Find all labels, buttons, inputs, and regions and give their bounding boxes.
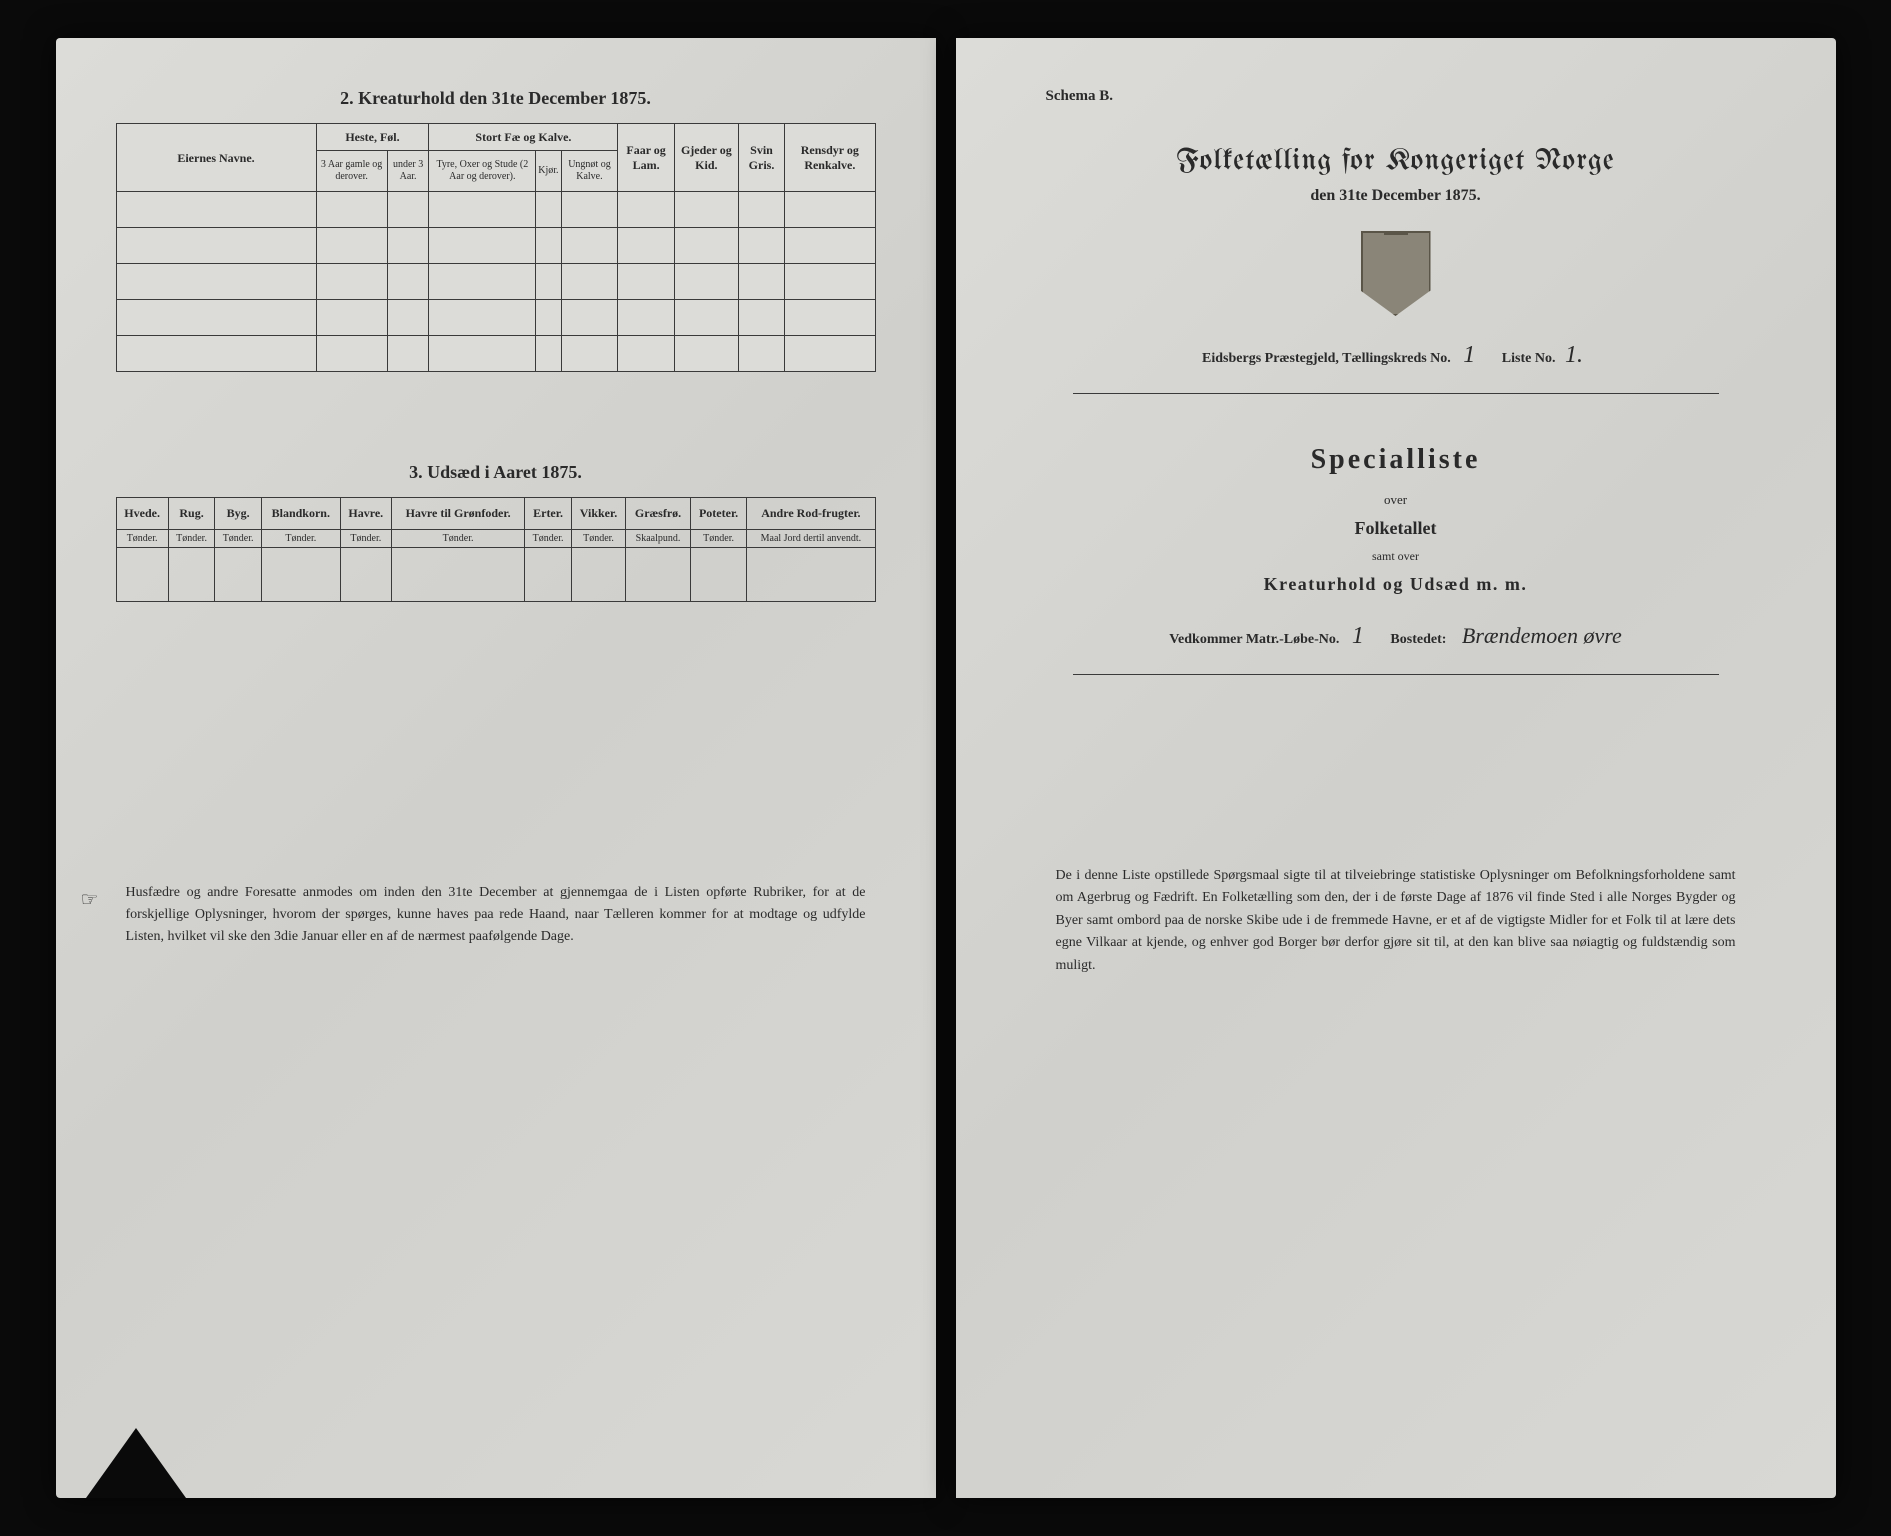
section2-heading: 2. Kreaturhold den 31te December 1875. [116, 88, 876, 109]
seed-col: Havre til Grønfoder. [391, 498, 524, 530]
main-subtitle: den 31te December 1875. [1016, 187, 1776, 205]
book-spread: 2. Kreaturhold den 31te December 1875. E… [56, 38, 1836, 1498]
seed-col: Byg. [215, 498, 262, 530]
district-label-2: Liste No. [1502, 351, 1556, 366]
bosted-value: Brændemoen øvre [1462, 623, 1622, 648]
seed-unit: Skaalpund. [626, 530, 691, 548]
coat-of-arms-icon [1361, 231, 1431, 316]
divider [1073, 393, 1719, 394]
vedkommer-val: 1 [1343, 623, 1373, 650]
seed-unit: Tønder. [525, 530, 572, 548]
seed-col: Blandkorn. [261, 498, 340, 530]
district-val-1: 1 [1454, 342, 1484, 369]
seed-col: Havre. [340, 498, 391, 530]
rensdyr-header: Rensdyr og Renkalve. [785, 124, 875, 192]
stort-sub3: Ungnøt og Kalve. [561, 151, 618, 192]
left-page: 2. Kreaturhold den 31te December 1875. E… [56, 38, 936, 1498]
seed-col: Hvede. [116, 498, 168, 530]
owner-header: Eiernes Navne. [116, 124, 316, 192]
seed-table: Hvede. Rug. Byg. Blandkorn. Havre. Havre… [116, 497, 876, 602]
specialliste-title: Specialliste [1016, 444, 1776, 476]
district-line: Eidsbergs Præstegjeld, Tællingskreds No.… [1016, 342, 1776, 369]
right-page: Schema B. Folketælling for Kongeriget No… [956, 38, 1836, 1498]
schema-label: Schema B. [1046, 88, 1776, 105]
seed-unit: Tønder. [116, 530, 168, 548]
vedkommer-label-2: Bostedet: [1390, 632, 1446, 647]
pointing-hand-icon: ☞ [81, 885, 99, 916]
district-val-2: 1. [1559, 342, 1589, 369]
right-footer-text: De i denne Liste opstillede Spørgsmaal s… [1016, 865, 1776, 977]
seed-unit: Tønder. [340, 530, 391, 548]
livestock-row [116, 228, 875, 264]
folketallet: Folketallet [1016, 518, 1776, 539]
stort-header: Stort Fæ og Kalve. [429, 124, 618, 151]
vedkommer-label-1: Vedkommer Matr.-Løbe-No. [1169, 632, 1339, 647]
main-title: Folketælling for Kongeriget Norge [1016, 145, 1776, 177]
seed-col: Græsfrø. [626, 498, 691, 530]
seed-unit: Tønder. [261, 530, 340, 548]
seed-col: Poteter. [690, 498, 746, 530]
stort-sub1: Tyre, Oxer og Stude (2 Aar og derover). [429, 151, 536, 192]
kreaturhold-title: Kreaturhold og Udsæd m. m. [1016, 574, 1776, 595]
seed-row [116, 548, 875, 602]
seed-unit: Tønder. [168, 530, 215, 548]
seed-unit: Maal Jord dertil anvendt. [747, 530, 875, 548]
samt-over: samt over [1016, 549, 1776, 564]
vedkommer-line: Vedkommer Matr.-Løbe-No. 1 Bostedet: Bræ… [1016, 623, 1776, 650]
seed-unit: Tønder. [391, 530, 524, 548]
seed-unit: Tønder. [571, 530, 625, 548]
divider [1073, 674, 1719, 675]
district-label-1: Eidsbergs Præstegjeld, Tællingskreds No. [1202, 351, 1451, 366]
seed-col: Vikker. [571, 498, 625, 530]
livestock-row [116, 264, 875, 300]
stort-sub2: Kjør. [536, 151, 561, 192]
heste-sub2: under 3 Aar. [387, 151, 429, 192]
left-footer-note: ☞ Husfædre og andre Foresatte anmodes om… [116, 882, 876, 947]
heste-sub1: 3 Aar gamle og derover. [316, 151, 387, 192]
livestock-row [116, 300, 875, 336]
page-fold [86, 1428, 186, 1498]
livestock-row [116, 192, 875, 228]
section3-heading: 3. Udsæd i Aaret 1875. [116, 462, 876, 483]
left-footer-text: Husfædre og andre Foresatte anmodes om i… [126, 885, 866, 943]
seed-unit: Tønder. [690, 530, 746, 548]
livestock-row [116, 336, 875, 372]
faar-header: Faar og Lam. [618, 124, 674, 192]
svin-header: Svin Gris. [738, 124, 784, 192]
heste-header: Heste, Føl. [316, 124, 429, 151]
gjeder-header: Gjeder og Kid. [674, 124, 738, 192]
over-text: over [1016, 492, 1776, 508]
seed-col: Erter. [525, 498, 572, 530]
seed-unit: Tønder. [215, 530, 262, 548]
livestock-table: Eiernes Navne. Heste, Føl. Stort Fæ og K… [116, 123, 876, 372]
seed-col: Andre Rod-frugter. [747, 498, 875, 530]
seed-col: Rug. [168, 498, 215, 530]
